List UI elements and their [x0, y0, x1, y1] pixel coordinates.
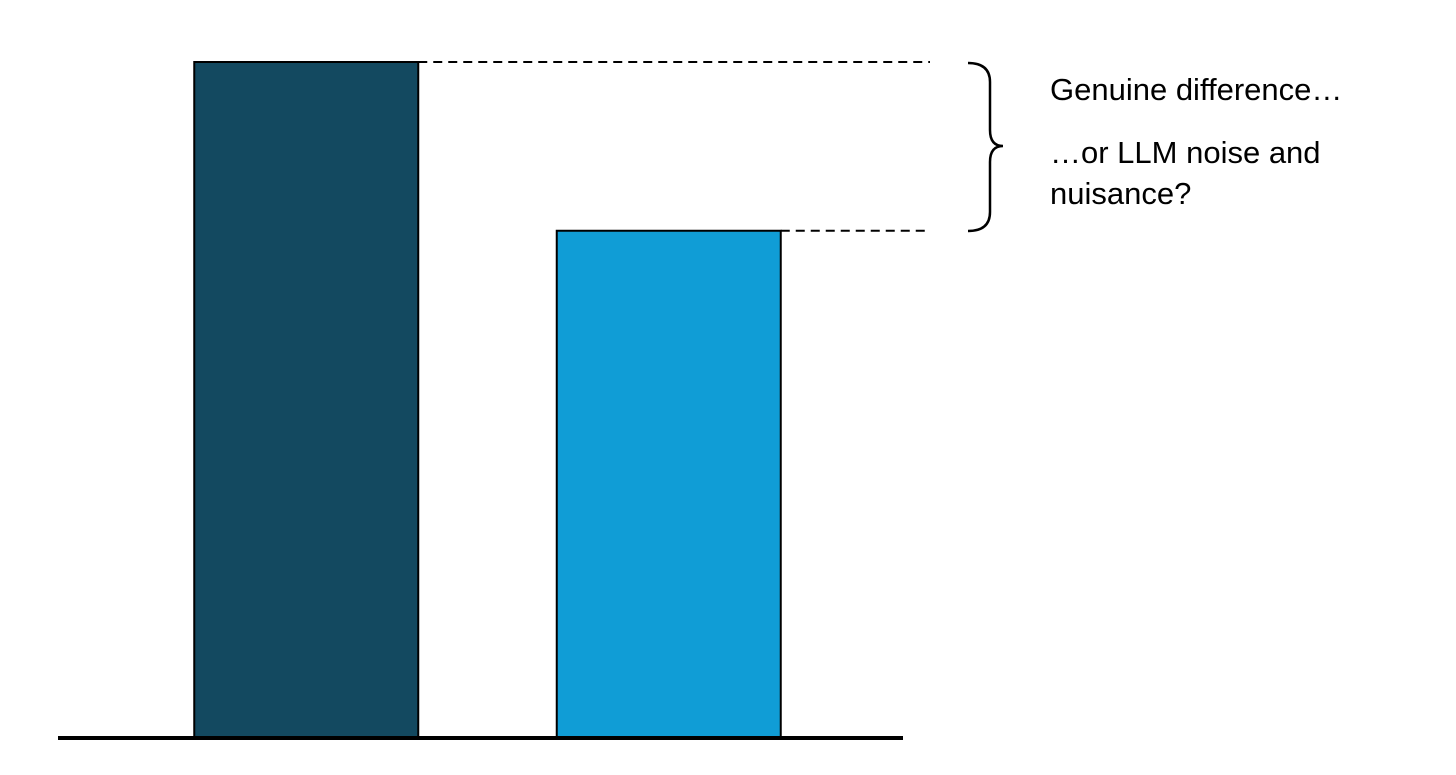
annotation: Genuine difference…: [1050, 72, 1343, 107]
bar: [193, 61, 420, 738]
brace: [967, 61, 1004, 233]
annotation: …or LLM noise and nuisance?: [1050, 135, 1321, 211]
bar: [555, 229, 782, 738]
